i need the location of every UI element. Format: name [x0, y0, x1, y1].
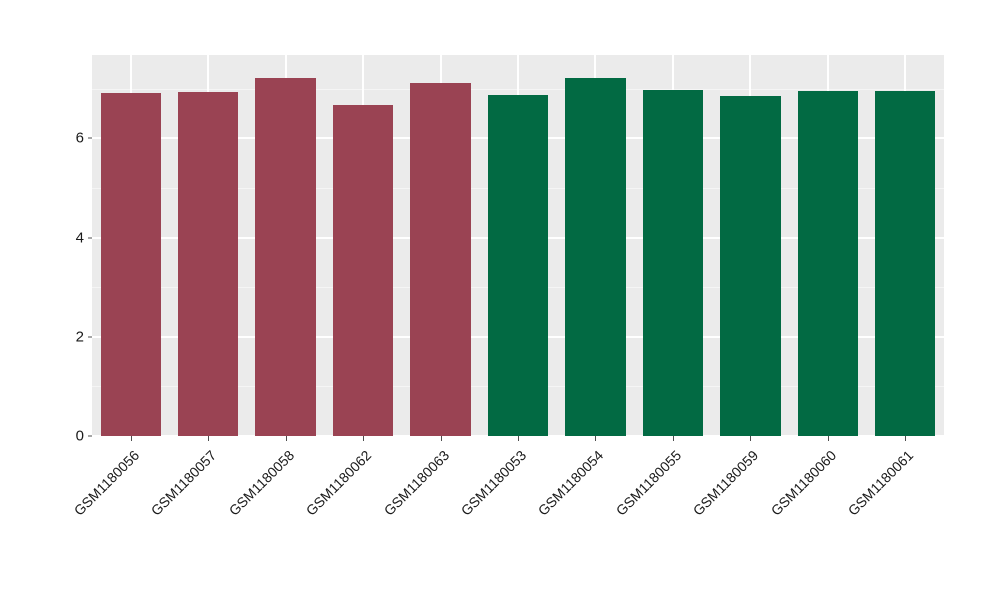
bar[interactable] — [720, 96, 781, 436]
y-axis-tick-label: 6 — [75, 129, 84, 147]
bar[interactable] — [100, 92, 161, 436]
x-axis-tick-mark — [363, 436, 365, 441]
x-axis-tick-mark — [750, 436, 752, 441]
bar[interactable] — [797, 91, 859, 436]
x-axis-tick-label: GSM1180061 — [844, 447, 917, 519]
bar[interactable] — [875, 91, 936, 436]
plot-panel — [92, 55, 944, 436]
bar[interactable] — [487, 95, 549, 436]
x-axis-tick-label: GSM1180063 — [380, 447, 452, 519]
x-axis-tick-mark — [827, 436, 829, 441]
y-axis-tick-mark — [88, 237, 92, 239]
bar[interactable] — [332, 105, 394, 436]
y-axis-tick-mark — [88, 137, 92, 139]
bar[interactable] — [565, 77, 626, 436]
x-axis-tick-label: GSM1180062 — [302, 447, 375, 519]
bar[interactable] — [642, 89, 704, 436]
y-axis-tick-mark — [88, 336, 92, 338]
x-axis-tick-mark — [440, 436, 442, 441]
y-axis-tick-label: 2 — [75, 328, 84, 346]
x-axis-tick-mark — [518, 436, 519, 441]
x-axis-tick-label: GSM1180059 — [690, 447, 762, 519]
x-axis-tick-mark — [595, 436, 597, 441]
x-axis-tick-label: GSM1180058 — [225, 447, 297, 519]
x-axis-tick-label: GSM1180057 — [147, 447, 220, 519]
x-axis-tick-mark — [905, 436, 907, 441]
bar[interactable] — [255, 78, 316, 436]
x-axis-tick-label: GSM1180055 — [612, 447, 685, 519]
x-axis-tick-label: GSM1180053 — [457, 447, 530, 519]
y-axis-tick-label: 0 — [75, 427, 84, 445]
y-axis-tick-mark — [88, 435, 92, 437]
x-axis-tick-label: GSM1180054 — [535, 447, 607, 519]
x-axis-tick-label: GSM1180060 — [767, 447, 840, 519]
y-axis-tick-label: 4 — [75, 229, 84, 247]
y-axis-title: Expression Level — [0, 0, 40, 580]
x-axis-tick-mark — [130, 436, 132, 441]
x-axis-tick-mark — [672, 436, 674, 441]
x-axis-tick-mark — [208, 436, 210, 441]
bar[interactable] — [410, 82, 471, 436]
x-axis-tick-mark — [285, 436, 287, 441]
bar[interactable] — [177, 91, 239, 436]
x-axis-tick-label: GSM1180056 — [70, 447, 143, 519]
